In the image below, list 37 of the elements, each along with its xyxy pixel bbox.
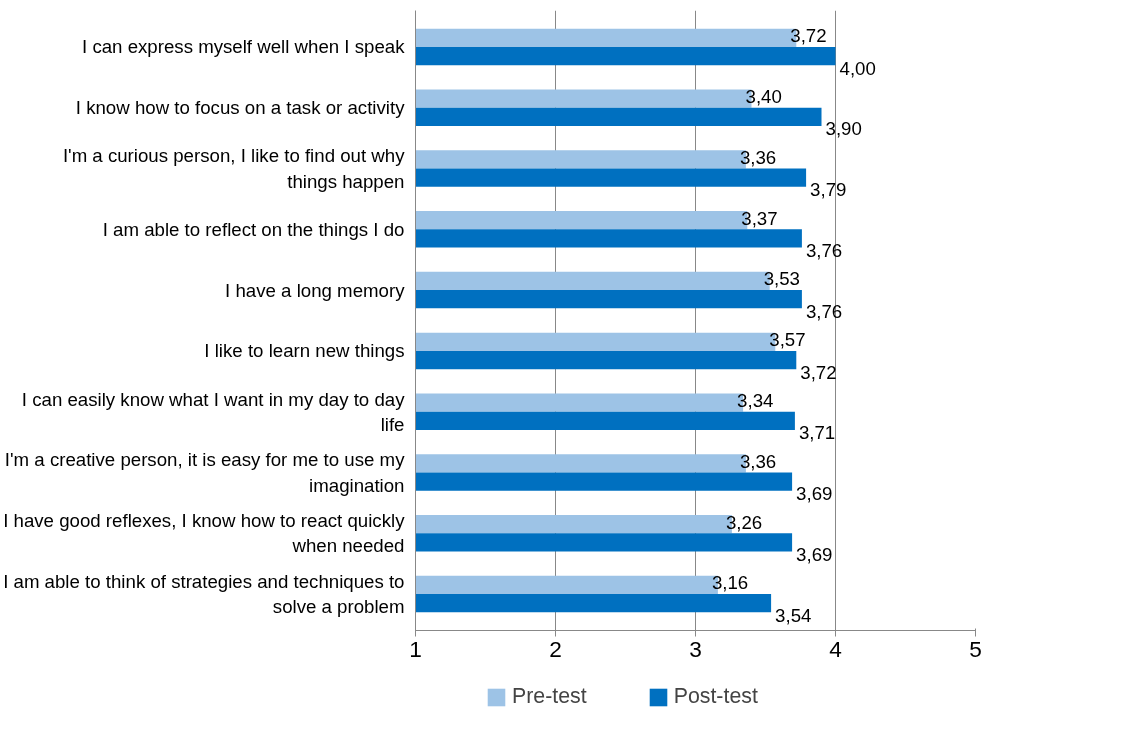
data-label: 3,37	[741, 207, 778, 229]
y-tick-label: I am able to reflect on the things I do	[102, 218, 405, 240]
data-label: 3,90	[825, 118, 862, 140]
data-label: 3,71	[798, 422, 836, 444]
data-label: 4,00	[839, 57, 876, 79]
legend-label: Pre-test	[512, 684, 587, 709]
data-label: 3,34	[737, 390, 774, 412]
data-label: 3,72	[790, 25, 827, 47]
x-tick-label: 5	[969, 635, 982, 662]
data-label: 3,53	[763, 268, 801, 290]
y-tick-label: I can express myself well when I speak	[82, 36, 406, 58]
data-label: 3,76	[805, 239, 843, 261]
x-tick-label: 2	[549, 635, 562, 662]
data-label: 3,26	[725, 511, 763, 533]
y-tick-label: I like to learn new things	[204, 340, 405, 362]
data-label: 3,69	[796, 483, 833, 505]
data-label: 3,40	[745, 86, 782, 108]
y-tick-label: I know how to focus on a task or activity	[75, 97, 406, 119]
data-label: 3,36	[739, 146, 777, 168]
y-tick-label: I can easily know what I want in my day to day life	[21, 388, 406, 435]
data-label: 3,79	[810, 179, 847, 201]
y-tick-label: I'm a creative person, it is easy for me to use my imagination	[4, 449, 406, 496]
legend-label: Post-test	[673, 684, 758, 709]
data-label: 3,54	[775, 604, 812, 626]
data-label: 3,69	[796, 543, 833, 565]
y-tick-label: I have a long memory	[225, 279, 406, 301]
data-label: 3,36	[739, 450, 777, 472]
x-tick-label: 1	[409, 635, 422, 662]
data-label: 3,76	[805, 300, 843, 322]
y-tick-label: I am able to think of strategies and techniques to solve a problem	[3, 570, 405, 618]
data-label: 3,57	[769, 329, 806, 351]
data-label: 3,72	[800, 361, 837, 383]
y-tick-label: I have good reflexes, I know how to react quickly when needed	[3, 510, 406, 557]
y-tick-label: I'm a curious person, I like to find out why things happen	[62, 145, 406, 192]
x-tick-label: 3	[689, 635, 702, 662]
x-tick-label: 4	[829, 635, 842, 662]
data-label: 3,16	[711, 572, 749, 594]
